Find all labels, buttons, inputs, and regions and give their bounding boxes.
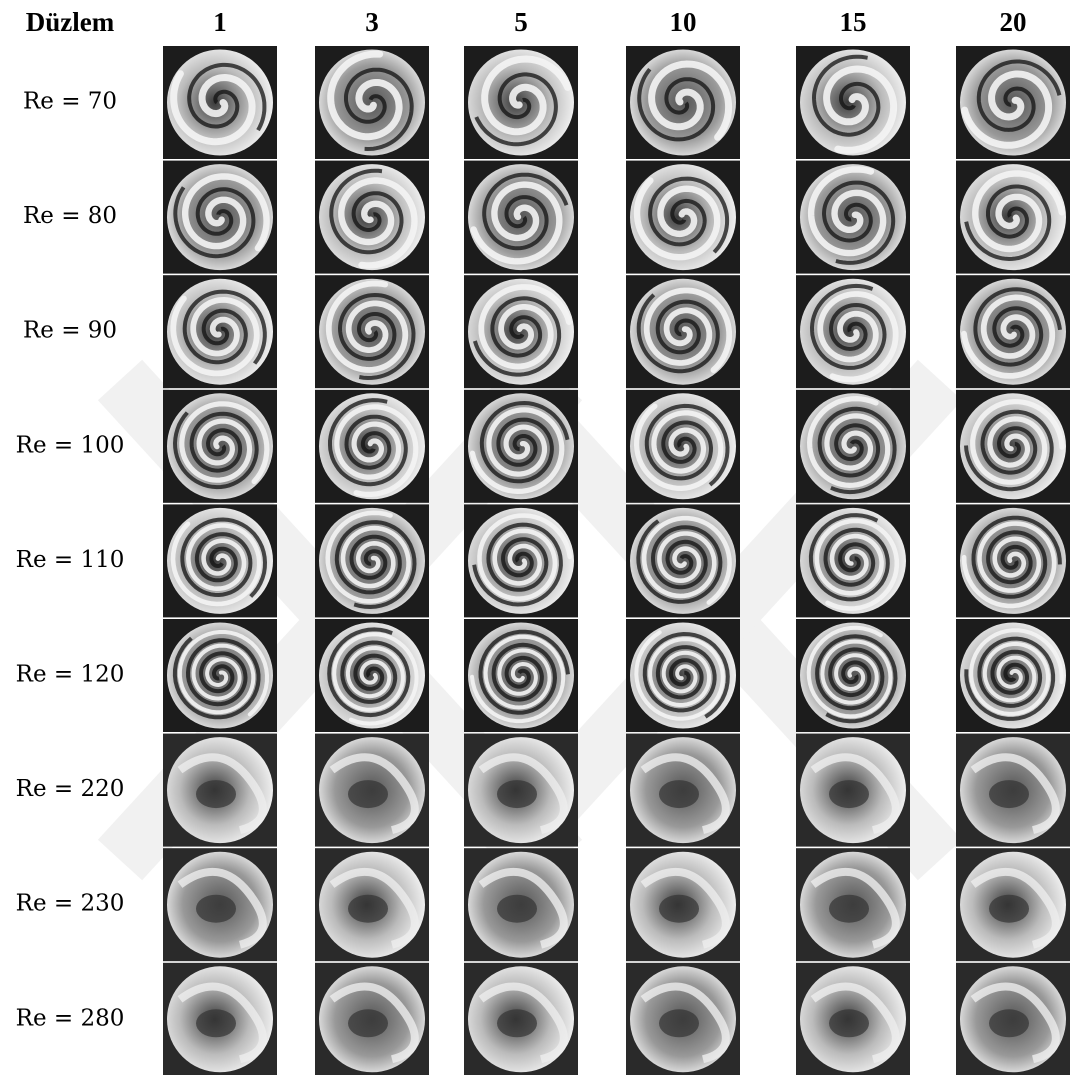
flow-image [626,734,740,847]
flow-image [163,504,277,617]
flow-image [464,275,578,388]
flow-image [796,46,910,159]
vortex-core [829,780,869,808]
vortex-core [989,895,1029,923]
flow-image [163,734,277,847]
vortex-core [196,780,236,808]
flow-image [796,390,910,503]
vortex-core [829,895,869,923]
column-label: 3 [365,7,379,37]
flow-image [464,504,578,617]
flow-image [626,161,740,274]
flow-image [163,390,277,503]
flow-image [796,619,910,732]
vortex-core [348,780,388,808]
vortex-core [348,895,388,923]
flow-image [315,390,429,503]
flow-image [796,504,910,617]
flow-image [626,390,740,503]
column-label: 10 [670,7,697,37]
column-label: 5 [514,7,528,37]
figure: Düzlem 1 3 5 10 15 20 Re = 70 Re = 80 Re = 90 Re … [0,0,1073,1075]
vortex-core [196,895,236,923]
flow-image [956,161,1070,274]
flow-image [163,848,277,961]
flow-image [315,734,429,847]
flow-image [464,390,578,503]
flow-image [626,963,740,1075]
flow-image [956,390,1070,503]
vortex-core [196,1009,236,1037]
flow-image [315,619,429,732]
vortex-core [497,780,537,808]
flow-image [626,275,740,388]
flow-image [464,161,578,274]
page: {"header": {"corner": "Düzlem", "columns… [0,0,1073,1075]
row-label: Re = 80 [23,203,117,229]
vortex-core [497,895,537,923]
vortex-core [989,780,1029,808]
flow-image [956,619,1070,732]
flow-image [315,275,429,388]
flow-image [956,848,1070,961]
row-label: Re = 280 [16,1005,125,1031]
flow-image [315,504,429,617]
flow-image [796,848,910,961]
flow-image [464,963,578,1075]
flow-image [626,46,740,159]
flow-image [315,963,429,1075]
row-label: Re = 220 [16,776,125,802]
flow-image [796,963,910,1075]
flow-image [464,619,578,732]
flow-image [956,963,1070,1075]
flow-image [464,848,578,961]
vortex-core [659,895,699,923]
row-label: Re = 230 [16,891,125,917]
flow-image [796,161,910,274]
vortex-core [497,1009,537,1037]
row-label: Re = 90 [23,318,117,344]
column-label: 1 [213,7,227,37]
flow-image [626,619,740,732]
flow-image [163,963,277,1075]
flow-image [163,46,277,159]
vortex-core [659,1009,699,1037]
flow-image [464,46,578,159]
flow-image [163,619,277,732]
flow-image [315,46,429,159]
flow-image [796,734,910,847]
column-label: 20 [1000,7,1027,37]
vortex-core [659,780,699,808]
row-label: Re = 70 [23,89,117,115]
flow-image [626,504,740,617]
row-label: Re = 100 [16,432,125,458]
flow-image [796,275,910,388]
row-label: Re = 120 [16,662,125,688]
column-label: 15 [840,7,867,37]
row-label: Re = 110 [16,547,125,573]
flow-image [956,275,1070,388]
vortex-core [989,1009,1029,1037]
flow-image [315,161,429,274]
flow-image [163,275,277,388]
flow-image [464,734,578,847]
flow-image [956,504,1070,617]
flow-image [626,848,740,961]
flow-image [163,161,277,274]
flow-image [315,848,429,961]
vortex-core [348,1009,388,1037]
vortex-core [829,1009,869,1037]
flow-image [956,734,1070,847]
flow-image [956,46,1070,159]
corner-label: Düzlem [26,7,115,37]
